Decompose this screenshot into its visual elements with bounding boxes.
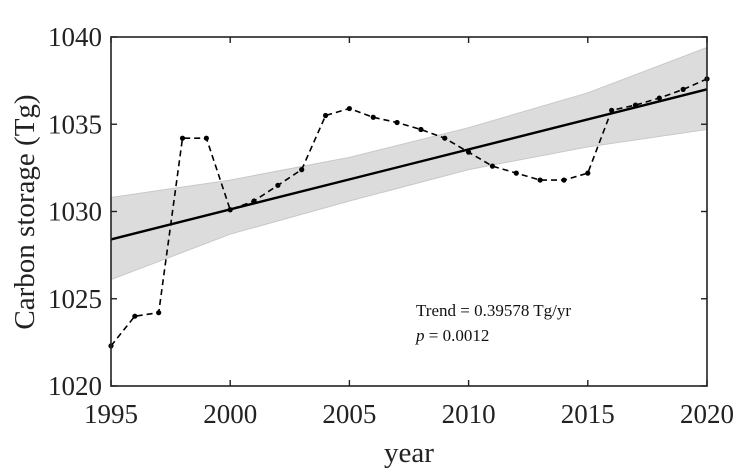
x-tick-label-2015: 2015 <box>561 399 615 429</box>
x-tick-label-1995: 1995 <box>84 399 138 429</box>
y-tick-label-1020: 1020 <box>48 371 102 401</box>
p-value: = 0.0012 <box>425 326 490 345</box>
x-tick-label-2005: 2005 <box>322 399 376 429</box>
data-point-2011 <box>489 163 496 169</box>
p-symbol: p <box>415 326 425 345</box>
data-point-1999 <box>203 135 209 141</box>
data-point-2018 <box>656 95 662 101</box>
data-point-2005 <box>346 105 352 112</box>
trend-annotation: Trend = 0.39578 Tg/yr <box>416 301 571 320</box>
y-tick-label-1030: 1030 <box>48 197 102 227</box>
trend-line <box>110 88 708 241</box>
x-tick-label-2000: 2000 <box>203 399 257 429</box>
data-point-2004 <box>322 112 329 119</box>
y-tick-label-1025: 1025 <box>48 284 102 314</box>
series-line-carbon-storage <box>110 78 708 347</box>
series-markers <box>108 76 710 349</box>
axis-ticks <box>110 36 708 387</box>
data-point-2007 <box>394 119 400 126</box>
data-point-2017 <box>632 102 639 108</box>
data-point-2008 <box>418 126 424 133</box>
y-axis-label: Carbon storage (Tg) <box>9 94 41 329</box>
data-point-2013 <box>537 177 543 183</box>
data-point-2014 <box>561 177 567 183</box>
data-point-2010 <box>466 149 472 155</box>
data-point-1998 <box>179 135 186 141</box>
y-tick-label-1040: 1040 <box>48 22 102 52</box>
data-point-1997 <box>156 310 162 316</box>
y-tick-labels: 1020 1025 1030 1035 1040 <box>48 22 102 401</box>
data-point-2012 <box>513 170 519 176</box>
data-point-2002 <box>275 182 281 188</box>
x-tick-labels: 1995 2000 2005 2010 2015 2020 <box>84 399 734 429</box>
data-point-2019 <box>680 86 686 92</box>
data-point-2000 <box>227 207 233 213</box>
data-point-2009 <box>442 135 448 141</box>
data-point-2001 <box>251 198 257 204</box>
p-value-annotation: p = 0.0012 <box>415 326 489 345</box>
x-tick-label-2020: 2020 <box>680 399 734 429</box>
x-tick-label-2010: 2010 <box>442 399 496 429</box>
y-tick-label-1035: 1035 <box>48 109 102 139</box>
data-point-2015 <box>585 170 591 176</box>
x-axis-label: year <box>384 437 434 469</box>
data-point-2003 <box>299 167 305 173</box>
data-point-2016 <box>609 107 615 113</box>
data-point-2006 <box>370 114 376 120</box>
data-point-1996 <box>132 313 138 319</box>
